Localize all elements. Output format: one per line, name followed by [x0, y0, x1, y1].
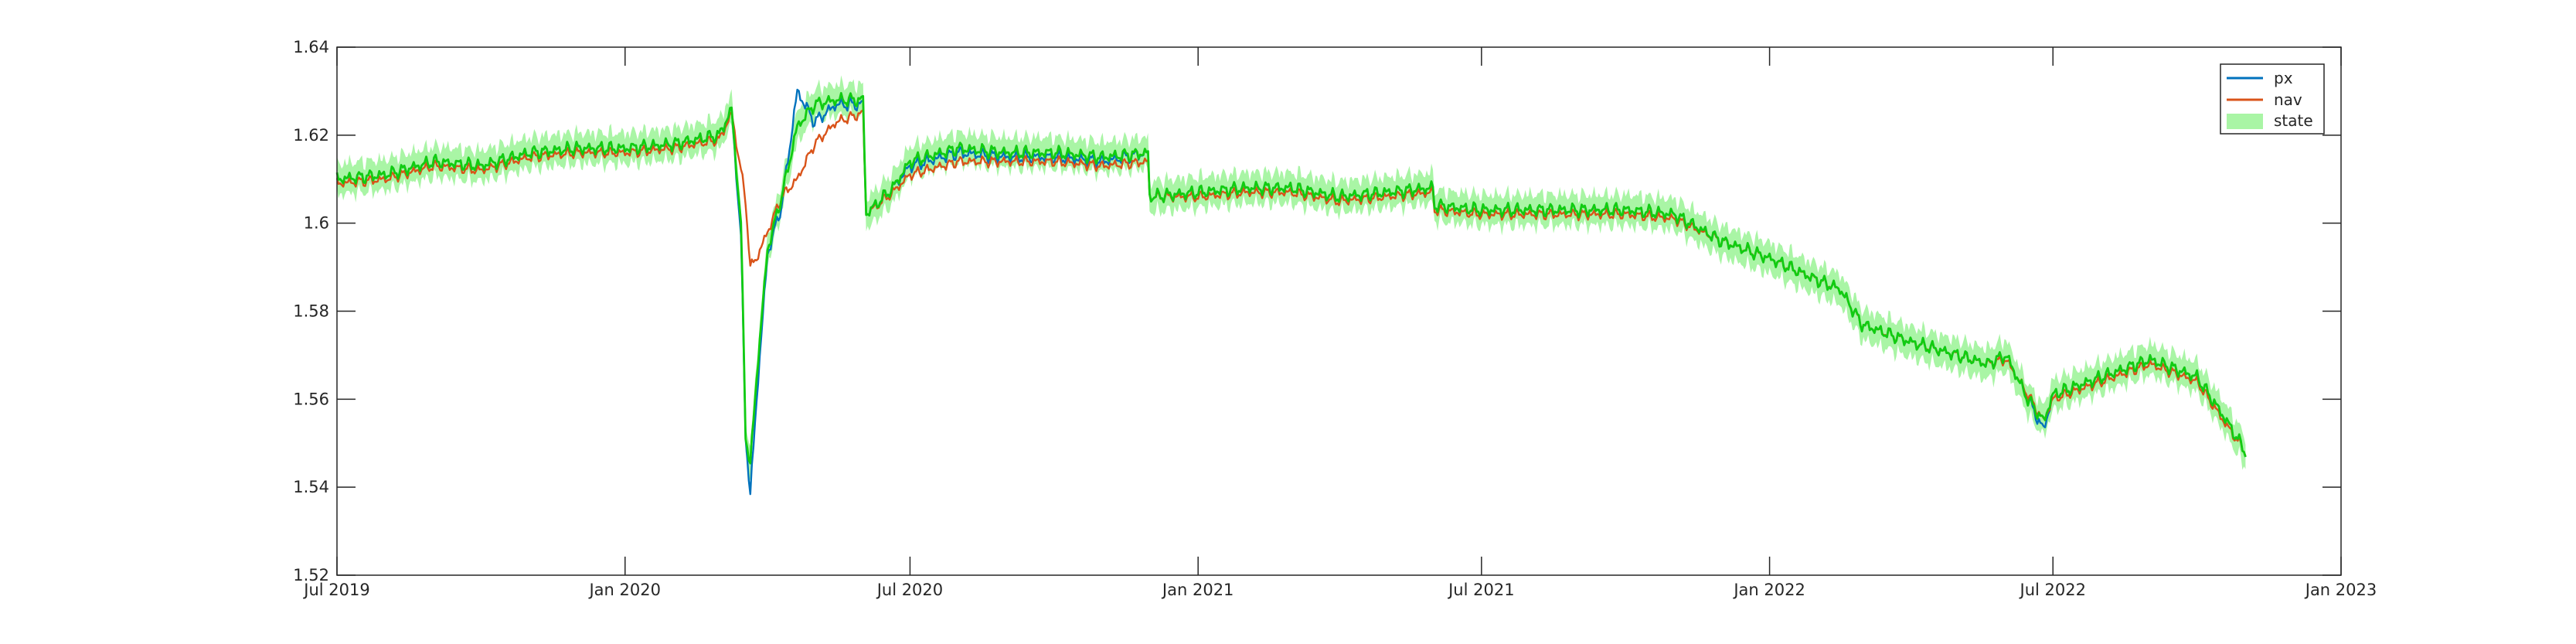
legend-state-swatch — [2227, 114, 2263, 129]
x-tick-label: Jul 2019 — [302, 581, 369, 599]
x-tick-label: Jul 2020 — [876, 581, 943, 599]
plot-area — [337, 47, 2341, 575]
series-line-layer — [335, 88, 2247, 496]
y-tick-label: 1.54 — [293, 478, 329, 496]
x-tick-label: Jan 2020 — [587, 581, 661, 599]
y-tick-label: 1.58 — [293, 302, 329, 321]
legend: px nav state — [2220, 63, 2325, 135]
x-tick-label: Jan 2023 — [2304, 581, 2377, 599]
y-tick-label: 1.56 — [293, 390, 329, 408]
x-tick-label: Jan 2022 — [1732, 581, 1805, 599]
x-tick-label: Jul 2022 — [2019, 581, 2086, 599]
x-tick-label: Jan 2021 — [1161, 581, 1234, 599]
y-tick-label: 1.62 — [293, 126, 329, 145]
tick-layer: Jul 2019 Jan 2020 Jul 2020 Jan 2021 Jul 2021… — [293, 38, 2377, 599]
y-tick-label: 1.6 — [304, 214, 329, 233]
state-line — [335, 92, 2247, 465]
legend-px-label: px — [2274, 69, 2293, 87]
legend-nav-label: nav — [2274, 90, 2302, 109]
y-tick-label: 1.52 — [293, 566, 329, 584]
y-tick-label: 1.64 — [293, 38, 329, 56]
legend-state-label: state — [2274, 111, 2313, 130]
x-tick-label: Jul 2021 — [1447, 581, 1514, 599]
